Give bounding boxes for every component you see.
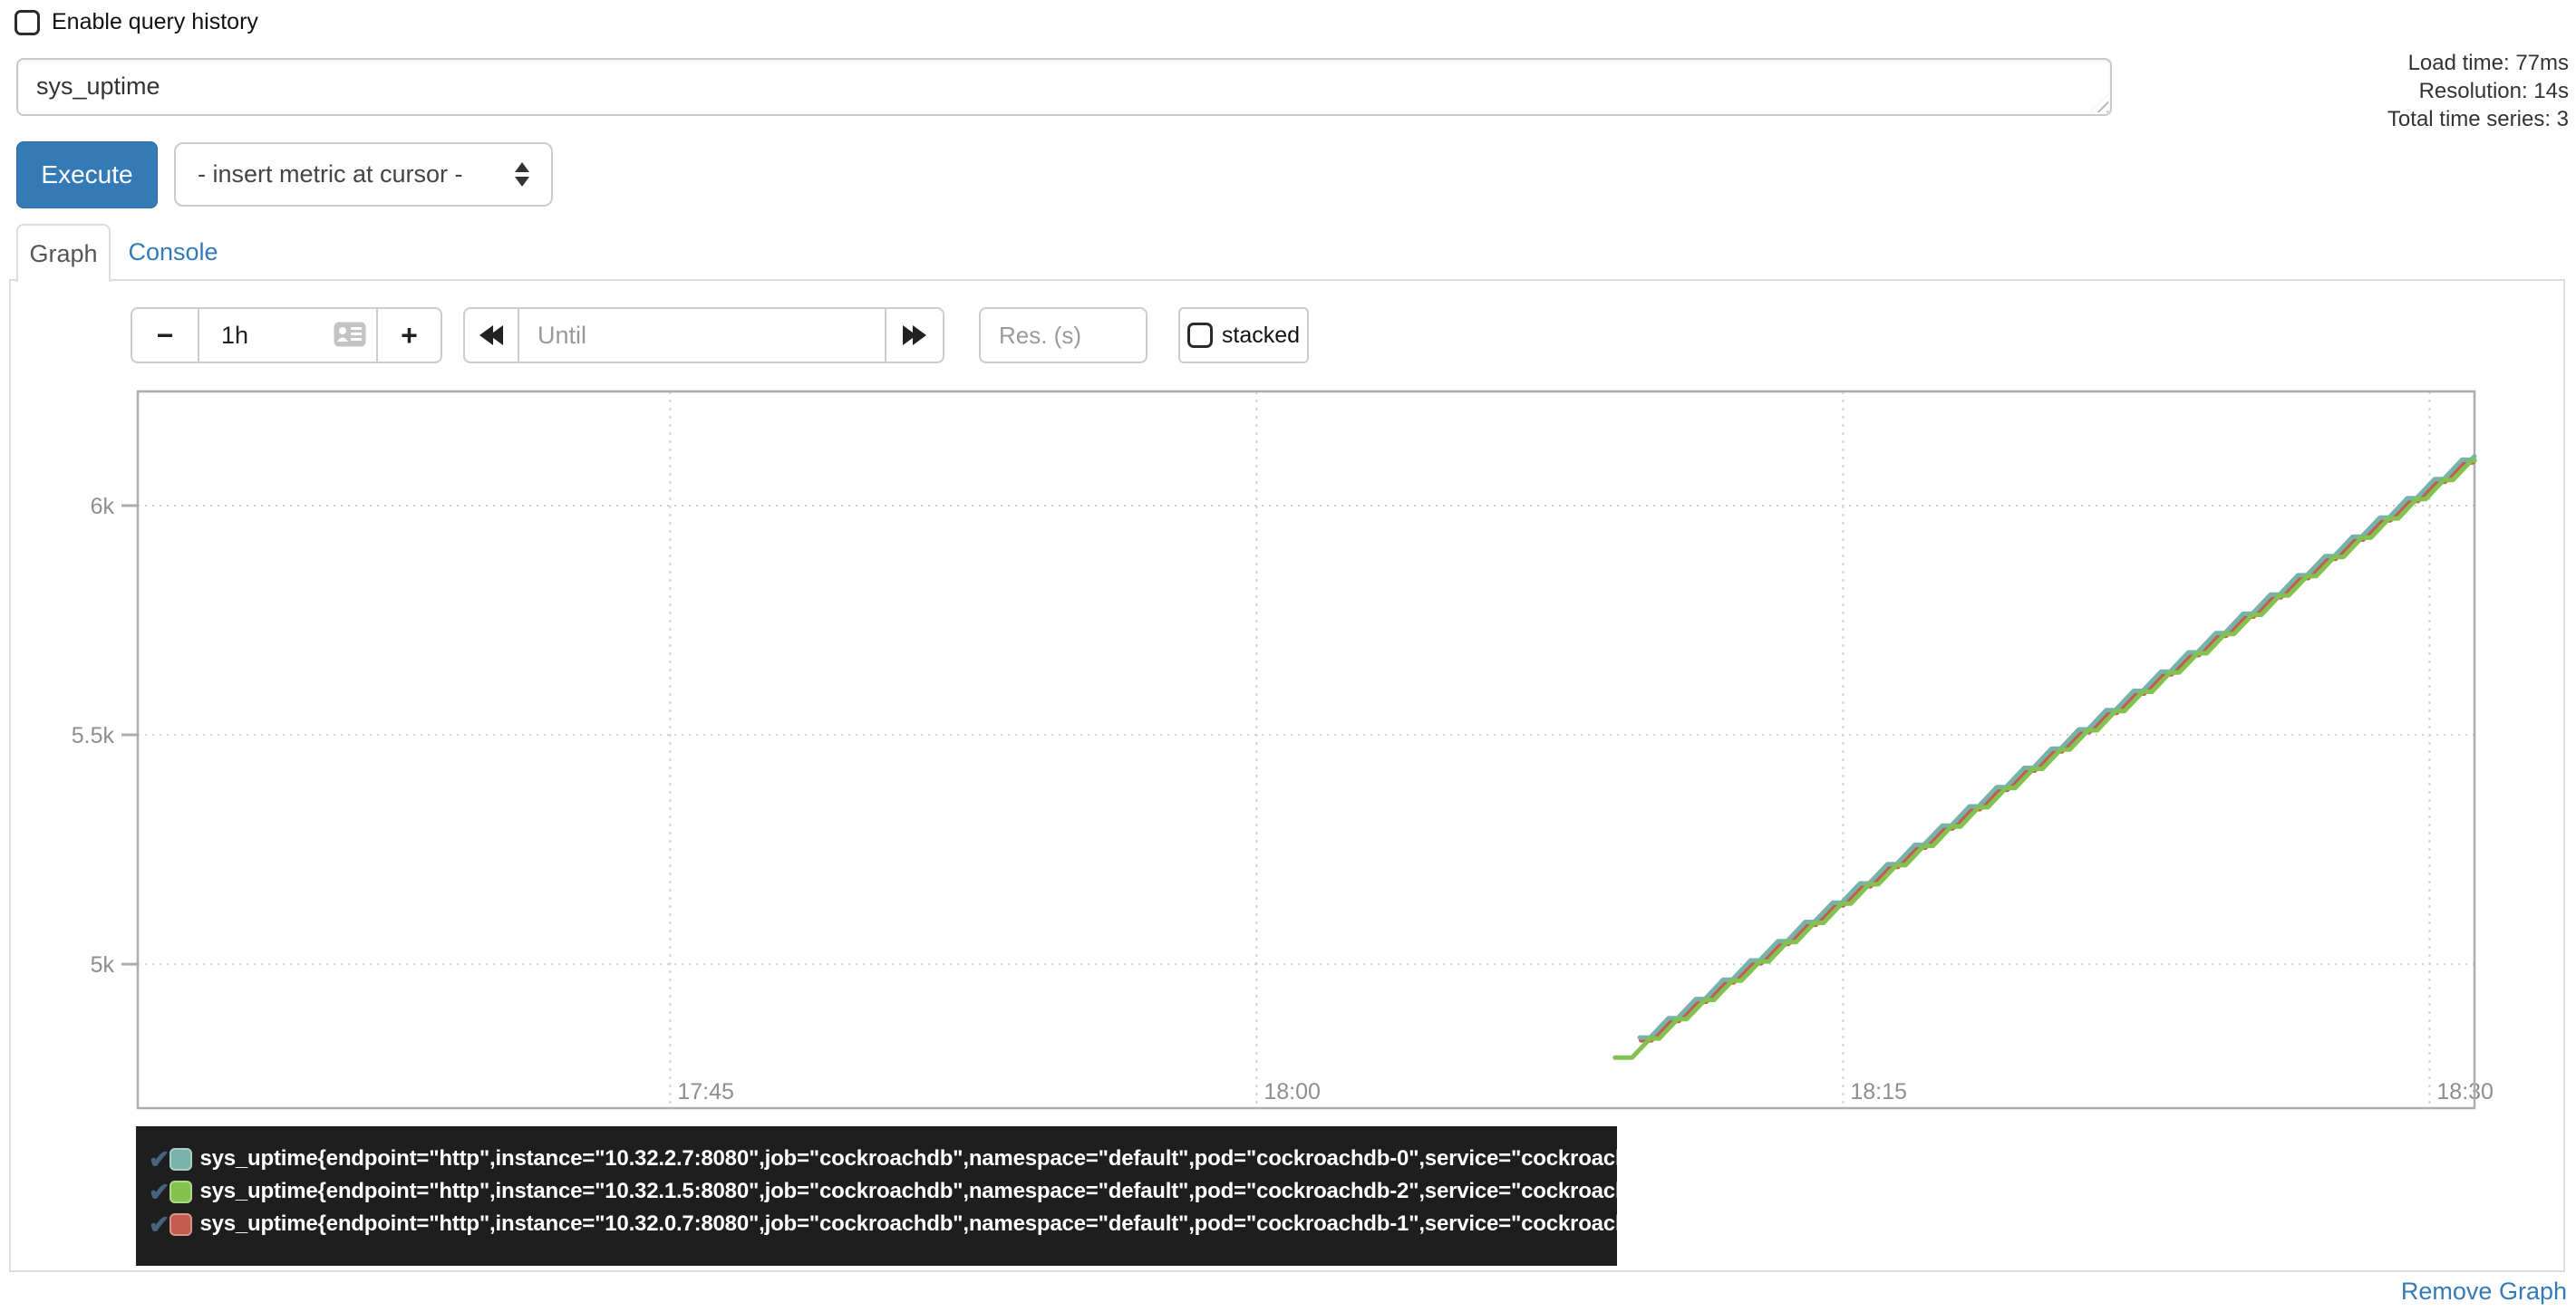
rewind-icon <box>479 325 503 345</box>
range-control-group: − + <box>131 307 442 363</box>
insert-metric-select[interactable]: - insert metric at cursor - <box>174 142 553 207</box>
series-color-swatch <box>169 1212 193 1236</box>
series-enabled-check-icon: ✔ <box>149 1144 170 1173</box>
enable-query-history-checkbox[interactable] <box>15 9 40 35</box>
resolution-input[interactable] <box>979 307 1148 363</box>
legend-row[interactable]: ✔ sys_uptime{endpoint="http",instance="10… <box>149 1143 1673 1175</box>
stacked-checkbox[interactable] <box>1186 323 1213 348</box>
series-label: sys_uptime{endpoint="http",instance="10.… <box>199 1179 1673 1203</box>
insert-metric-select-value: - insert metric at cursor - <box>198 160 463 188</box>
chart-legend: ✔ sys_uptime{endpoint="http",instance="10… <box>136 1126 1673 1266</box>
resolution-stat: Resolution: 14s <box>2418 79 2569 103</box>
select-arrows-icon <box>515 162 529 187</box>
minus-icon: − <box>156 319 174 352</box>
stacked-toggle[interactable]: stacked <box>1178 307 1309 363</box>
total-series-stat: Total time series: 3 <box>2387 107 2569 131</box>
range-picker-icon[interactable] <box>333 321 367 352</box>
query-stats: Load time: 77ms Resolution: 14s Total ti… <box>2387 49 2569 133</box>
legend-row[interactable]: ✔ sys_uptime{endpoint="http",instance="10… <box>149 1175 1673 1208</box>
graph-panel <box>9 279 2565 1272</box>
query-expression-input[interactable] <box>16 58 2112 116</box>
remove-graph-link[interactable]: Remove Graph <box>2400 1278 2567 1305</box>
legend-row[interactable]: ✔ sys_uptime{endpoint="http",instance="10… <box>149 1208 1673 1240</box>
range-decrease-button[interactable]: − <box>131 307 199 363</box>
until-input[interactable] <box>518 307 886 363</box>
enable-query-history-row: Enable query history <box>15 9 258 35</box>
execute-button[interactable]: Execute <box>16 141 158 208</box>
series-label: sys_uptime{endpoint="http",instance="10.… <box>199 1211 1673 1236</box>
time-forward-button[interactable] <box>885 307 944 363</box>
stacked-label: stacked <box>1221 322 1301 348</box>
series-label: sys_uptime{endpoint="http",instance="10.… <box>199 1146 1673 1171</box>
load-time-stat: Load time: 77ms <box>2407 51 2569 75</box>
time-back-button[interactable] <box>463 307 519 363</box>
series-enabled-check-icon: ✔ <box>149 1177 170 1206</box>
enable-query-history-label: Enable query history <box>52 9 258 34</box>
tab-console[interactable]: Console <box>128 238 218 265</box>
tab-graph[interactable]: Graph <box>16 224 111 282</box>
range-increase-button[interactable]: + <box>376 307 442 363</box>
plus-icon: + <box>401 319 418 352</box>
series-color-swatch <box>169 1180 193 1203</box>
series-enabled-check-icon: ✔ <box>149 1210 170 1239</box>
series-color-swatch <box>169 1147 193 1171</box>
until-control-group <box>463 307 944 363</box>
fast-forward-icon <box>903 325 926 345</box>
